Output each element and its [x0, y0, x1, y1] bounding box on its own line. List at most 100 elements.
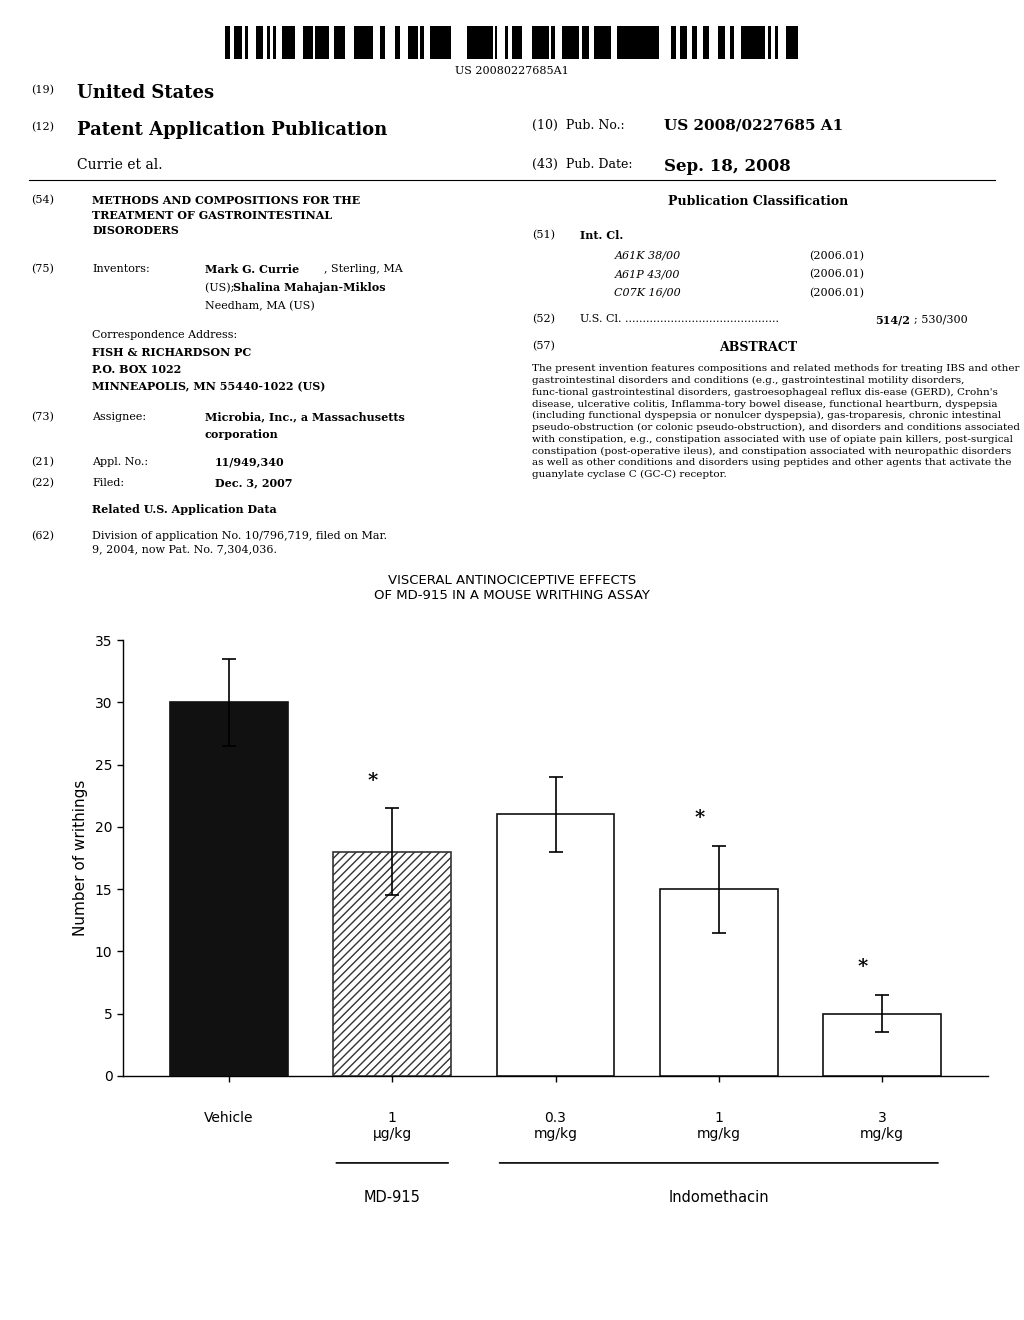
Bar	[546, 26, 549, 59]
Bar	[823, 1014, 941, 1076]
Text: MINNEAPOLIS, MN 55440-1022 (US): MINNEAPOLIS, MN 55440-1022 (US)	[92, 381, 326, 392]
Text: Shalina Mahajan-Miklos: Shalina Mahajan-Miklos	[233, 282, 386, 293]
Bar	[651, 26, 655, 59]
Bar	[746, 26, 752, 59]
Text: (22): (22)	[31, 478, 53, 488]
Bar	[671, 26, 676, 59]
Text: 11/949,340: 11/949,340	[215, 457, 285, 467]
Text: (54): (54)	[31, 195, 53, 206]
Bar	[303, 26, 308, 59]
Text: Inventors:: Inventors:	[92, 264, 150, 275]
Bar	[256, 26, 259, 59]
Bar	[483, 26, 486, 59]
Text: Currie et al.: Currie et al.	[77, 158, 162, 173]
Bar	[427, 26, 430, 59]
Bar	[493, 26, 495, 59]
Bar	[713, 26, 718, 59]
Bar	[480, 26, 483, 59]
Bar	[467, 26, 471, 59]
Bar	[239, 26, 242, 59]
Bar	[395, 26, 400, 59]
Bar	[324, 26, 326, 59]
Text: Vehicle: Vehicle	[204, 1110, 254, 1125]
Bar	[608, 26, 611, 59]
Text: *: *	[694, 809, 705, 826]
Bar	[611, 26, 614, 59]
Bar	[725, 26, 730, 59]
Bar	[684, 26, 687, 59]
Bar	[254, 26, 256, 59]
Bar	[629, 26, 631, 59]
Bar	[270, 26, 273, 59]
Bar	[400, 26, 403, 59]
Bar	[438, 26, 443, 59]
Bar	[734, 26, 738, 59]
Bar	[443, 26, 446, 59]
Text: 1
mg/kg: 1 mg/kg	[696, 1110, 740, 1140]
Bar	[245, 26, 248, 59]
Bar	[668, 26, 671, 59]
Bar	[527, 26, 532, 59]
Bar	[237, 26, 239, 59]
Text: Dec. 3, 2007: Dec. 3, 2007	[215, 478, 293, 488]
Text: (73): (73)	[31, 412, 53, 422]
Bar	[486, 26, 490, 59]
Bar	[512, 26, 514, 59]
Bar	[276, 26, 282, 59]
Text: (57): (57)	[532, 341, 555, 351]
Bar	[403, 26, 408, 59]
Bar	[273, 26, 276, 59]
Text: ; 530/300: ; 530/300	[914, 314, 968, 325]
Bar	[791, 26, 794, 59]
Text: Related U.S. Application Data: Related U.S. Application Data	[92, 504, 276, 515]
Bar	[430, 26, 433, 59]
Text: P.O. BOX 1022: P.O. BOX 1022	[92, 364, 181, 375]
Bar	[497, 26, 500, 59]
Bar	[295, 26, 297, 59]
Bar	[625, 26, 629, 59]
Bar	[464, 26, 467, 59]
Text: 3
mg/kg: 3 mg/kg	[860, 1110, 904, 1140]
Text: U.S. Cl. ............................................: U.S. Cl. ...............................…	[580, 314, 778, 325]
Text: (43)  Pub. Date:: (43) Pub. Date:	[532, 158, 633, 172]
Bar	[424, 26, 427, 59]
Bar	[687, 26, 692, 59]
Text: (10)  Pub. No.:: (10) Pub. No.:	[532, 119, 625, 132]
Bar	[365, 26, 368, 59]
Text: Sep. 18, 2008: Sep. 18, 2008	[664, 158, 791, 176]
Text: (52): (52)	[532, 314, 555, 325]
Bar	[541, 26, 546, 59]
Y-axis label: Number of writhings: Number of writhings	[73, 780, 88, 936]
Bar	[703, 26, 709, 59]
Bar	[373, 26, 376, 59]
Bar	[478, 26, 480, 59]
Bar	[474, 26, 478, 59]
Bar	[572, 26, 575, 59]
Text: (2006.01): (2006.01)	[809, 288, 864, 298]
Text: US 20080227685A1: US 20080227685A1	[455, 66, 569, 77]
Bar	[230, 26, 234, 59]
Bar	[315, 26, 318, 59]
Text: , Sterling, MA: , Sterling, MA	[324, 264, 402, 275]
Text: ABSTRACT: ABSTRACT	[719, 341, 797, 354]
Bar	[621, 26, 625, 59]
Text: VISCERAL ANTINOCICEPTIVE EFFECTS
OF MD-915 IN A MOUSE WRITHING ASSAY: VISCERAL ANTINOCICEPTIVE EFFECTS OF MD-9…	[374, 574, 650, 602]
Bar	[551, 26, 553, 59]
Text: (51): (51)	[532, 230, 555, 240]
Bar	[318, 26, 324, 59]
Text: (19): (19)	[31, 84, 53, 95]
Bar	[709, 26, 713, 59]
Text: (2006.01): (2006.01)	[809, 251, 864, 261]
Bar	[446, 26, 451, 59]
Bar	[680, 26, 684, 59]
Bar	[535, 26, 537, 59]
Bar	[606, 26, 608, 59]
Bar	[760, 26, 765, 59]
Bar	[368, 26, 373, 59]
Text: Assignee:: Assignee:	[92, 412, 146, 422]
Text: *: *	[368, 772, 378, 789]
Bar	[497, 814, 614, 1076]
Bar	[341, 26, 345, 59]
Bar	[514, 26, 519, 59]
Bar	[676, 26, 680, 59]
